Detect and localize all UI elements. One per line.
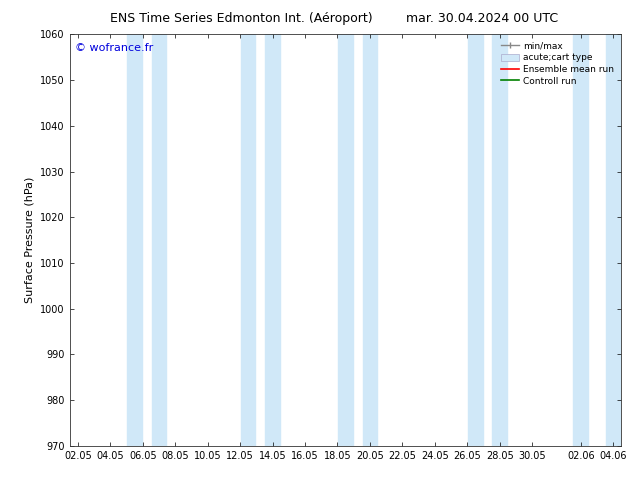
Bar xyxy=(363,34,377,446)
Bar xyxy=(127,34,142,446)
Bar xyxy=(493,34,507,446)
Bar xyxy=(265,34,280,446)
Text: ENS Time Series Edmonton Int. (Aéroport): ENS Time Series Edmonton Int. (Aéroport) xyxy=(110,12,372,25)
Bar xyxy=(468,34,482,446)
Bar xyxy=(574,34,588,446)
Text: mar. 30.04.2024 00 UTC: mar. 30.04.2024 00 UTC xyxy=(406,12,558,25)
Y-axis label: Surface Pressure (hPa): Surface Pressure (hPa) xyxy=(25,177,35,303)
Bar xyxy=(606,34,621,446)
Text: © wofrance.fr: © wofrance.fr xyxy=(75,43,153,52)
Bar xyxy=(152,34,166,446)
Legend: min/max, acute;cart type, Ensemble mean run, Controll run: min/max, acute;cart type, Ensemble mean … xyxy=(498,39,617,88)
Bar xyxy=(338,34,353,446)
Bar xyxy=(241,34,256,446)
